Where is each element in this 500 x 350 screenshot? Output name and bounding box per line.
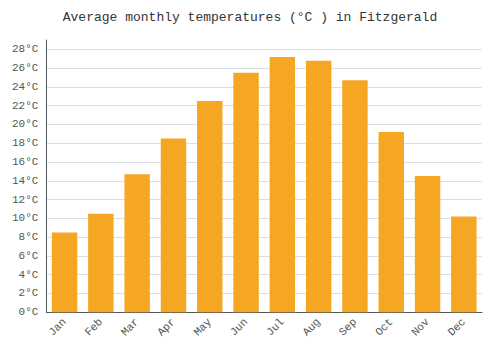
- svg-text:22°C: 22°C: [12, 100, 39, 112]
- svg-text:Nov: Nov: [409, 316, 432, 339]
- svg-text:14°C: 14°C: [12, 175, 39, 187]
- svg-text:8°C: 8°C: [19, 231, 39, 243]
- svg-text:Mar: Mar: [119, 316, 141, 338]
- svg-text:Aug: Aug: [300, 316, 322, 338]
- svg-text:Jan: Jan: [46, 316, 68, 338]
- svg-text:12°C: 12°C: [12, 194, 39, 206]
- svg-text:May: May: [192, 316, 215, 339]
- svg-text:Sep: Sep: [337, 316, 359, 338]
- svg-text:24°C: 24°C: [12, 81, 39, 93]
- svg-text:26°C: 26°C: [12, 62, 39, 74]
- svg-text:Feb: Feb: [83, 316, 105, 338]
- svg-text:18°C: 18°C: [12, 137, 39, 149]
- svg-text:Oct: Oct: [373, 316, 395, 338]
- svg-text:4°C: 4°C: [19, 269, 39, 281]
- svg-text:Dec: Dec: [446, 316, 468, 338]
- svg-text:Average monthly temperatures (: Average monthly temperatures (°C ) in Fi…: [63, 10, 437, 25]
- svg-text:28°C: 28°C: [12, 43, 39, 55]
- svg-text:10°C: 10°C: [12, 212, 39, 224]
- svg-text:Apr: Apr: [155, 316, 177, 338]
- svg-text:0°C: 0°C: [19, 306, 39, 318]
- svg-text:Jul: Jul: [264, 316, 286, 338]
- svg-text:Jun: Jun: [228, 316, 250, 338]
- svg-text:20°C: 20°C: [12, 118, 39, 130]
- svg-text:2°C: 2°C: [19, 287, 39, 299]
- svg-text:16°C: 16°C: [12, 156, 39, 168]
- svg-text:6°C: 6°C: [19, 250, 39, 262]
